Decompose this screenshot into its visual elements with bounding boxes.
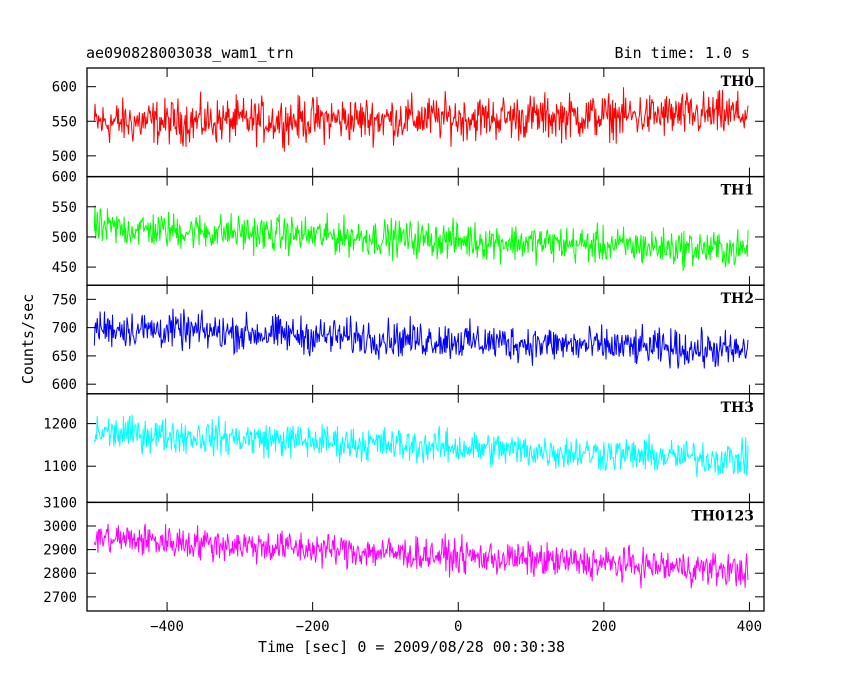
y-tick-label: 700	[52, 321, 77, 337]
panel-label-th1: TH1	[721, 183, 754, 199]
panel-label-th2: TH2	[721, 291, 754, 307]
y-tick-label: 600	[52, 80, 77, 96]
y-tick-label: 1200	[43, 417, 77, 433]
x-tick-label: 200	[591, 619, 616, 635]
y-tick-label: 500	[52, 230, 77, 246]
series-th0123	[93, 523, 749, 589]
x-tick-label: 0	[454, 619, 462, 635]
x-tick-label: −200	[296, 619, 330, 635]
y-tick-label: 550	[52, 200, 77, 216]
panel-frame	[86, 175, 765, 286]
series-th0	[93, 87, 749, 152]
y-axis-label: Counts/sec	[19, 293, 37, 385]
y-tick-label: 3000	[43, 519, 77, 535]
series-th1	[93, 205, 749, 271]
chart-title: ae090828003038_wam1_trn	[86, 44, 294, 62]
panel-label-th0: TH0	[721, 74, 755, 90]
y-tick-label: 550	[52, 114, 77, 130]
y-tick-label: 2900	[43, 543, 77, 559]
x-tick-label: −400	[150, 619, 184, 635]
y-tick-label: 2800	[43, 566, 77, 582]
y-tick-label: 600	[52, 170, 77, 186]
y-tick-label: 450	[52, 260, 77, 276]
x-axis-label: Time [sec] 0 = 2009/08/28 00:30:38	[258, 638, 566, 656]
series-th2	[93, 308, 749, 369]
series-th3	[93, 414, 749, 478]
panel-label-th3: TH3	[721, 400, 754, 416]
x-tick-label: 400	[737, 619, 762, 635]
y-tick-label: 500	[52, 149, 77, 165]
panel-label-th0123: TH0123	[691, 508, 754, 524]
y-tick-label: 650	[52, 349, 77, 365]
panel-frame	[86, 67, 765, 178]
y-tick-label: 3100	[43, 495, 77, 511]
y-tick-label: 1100	[43, 459, 77, 475]
y-tick-label: 2700	[43, 590, 77, 606]
panel-frame	[86, 501, 765, 612]
bin-time-label: Bin time: 1.0 s	[614, 44, 750, 62]
y-tick-label: 750	[52, 292, 77, 308]
y-tick-label: 600	[52, 377, 77, 393]
